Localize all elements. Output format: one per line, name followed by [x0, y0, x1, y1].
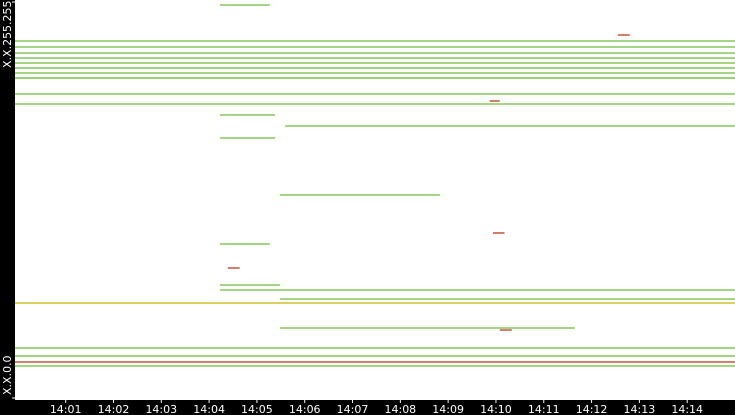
y-axis-band: [0, 0, 15, 415]
x-tick-label: 14:01: [50, 403, 82, 415]
x-tick-label: 14:07: [337, 403, 369, 415]
y-tick-label: X.X.0.0: [1, 355, 14, 395]
x-tick-label: 14:12: [576, 403, 608, 415]
x-tick-label: 14:05: [241, 403, 273, 415]
x-tick-label: 14:08: [384, 403, 416, 415]
y-tick-label: X.X.255.255: [1, 0, 14, 68]
x-tick-label: 14:03: [145, 403, 177, 415]
x-tick-label: 14:04: [193, 403, 225, 415]
x-tick-label: 14:02: [98, 403, 130, 415]
x-tick-label: 14:13: [624, 403, 656, 415]
x-tick-label: 14:10: [480, 403, 512, 415]
x-tick-label: 14:09: [432, 403, 464, 415]
x-axis-band: [0, 400, 735, 415]
x-tick-label: 14:06: [289, 403, 321, 415]
x-tick-label: 14:11: [528, 403, 560, 415]
x-tick-label: 14:14: [671, 403, 703, 415]
